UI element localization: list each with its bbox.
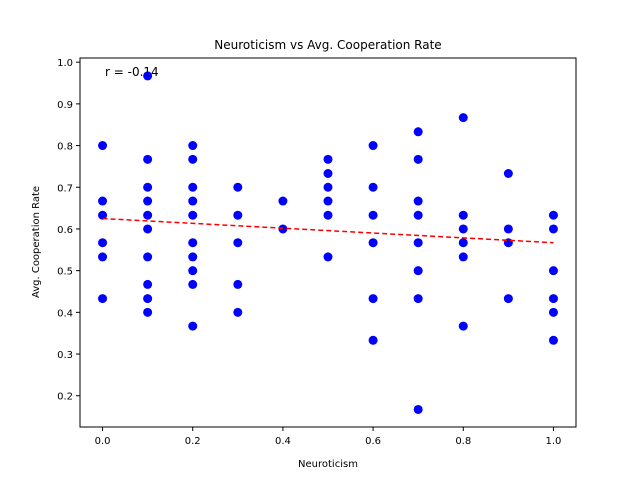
- data-point: [143, 182, 153, 192]
- correlation-annotation: r = -0.14: [105, 65, 159, 79]
- data-point: [368, 335, 378, 345]
- y-tick-label: 0.9: [57, 100, 73, 111]
- data-point: [548, 335, 558, 345]
- data-point: [143, 154, 153, 164]
- y-tick-label: 0.8: [57, 142, 73, 153]
- x-tick-label: 0.4: [275, 436, 291, 447]
- data-point: [413, 127, 423, 137]
- plot-frame: [79, 57, 577, 428]
- data-point: [233, 279, 243, 289]
- data-point: [368, 238, 378, 248]
- data-point: [188, 141, 198, 151]
- data-point: [233, 238, 243, 248]
- data-point: [458, 224, 468, 234]
- y-tick-label: 0.4: [57, 308, 73, 319]
- data-point: [413, 266, 423, 276]
- data-point: [143, 196, 153, 206]
- data-point: [548, 294, 558, 304]
- x-tick-label: 0.0: [95, 436, 111, 447]
- data-point: [458, 210, 468, 220]
- data-point: [368, 182, 378, 192]
- data-point: [143, 71, 153, 81]
- chart-marks: [98, 71, 558, 414]
- data-point: [413, 196, 423, 206]
- trend-line: [102, 217, 554, 244]
- data-point: [188, 210, 198, 220]
- data-point: [503, 168, 513, 178]
- data-point: [413, 154, 423, 164]
- data-point: [413, 294, 423, 304]
- data-point: [98, 252, 108, 262]
- data-point: [143, 210, 153, 220]
- data-point: [413, 210, 423, 220]
- data-point: [458, 321, 468, 331]
- data-point: [413, 238, 423, 248]
- data-point: [323, 210, 333, 220]
- data-point: [188, 252, 198, 262]
- data-point: [458, 113, 468, 123]
- x-tick-label: 0.8: [455, 436, 471, 447]
- data-point: [503, 224, 513, 234]
- data-point: [323, 168, 333, 178]
- data-point: [188, 266, 198, 276]
- data-point: [143, 252, 153, 262]
- data-point: [188, 279, 198, 289]
- data-point: [503, 294, 513, 304]
- data-point: [143, 294, 153, 304]
- data-point: [188, 321, 198, 331]
- y-tick-label: 0.3: [57, 350, 73, 361]
- y-tick-label: 0.5: [57, 267, 73, 278]
- x-axis: 0.0 0.2 0.4 0.6 0.8 1.0: [95, 427, 562, 447]
- data-point: [188, 154, 198, 164]
- data-point: [188, 238, 198, 248]
- data-point: [323, 196, 333, 206]
- data-point: [143, 224, 153, 234]
- data-point: [233, 182, 243, 192]
- data-point: [323, 154, 333, 164]
- y-tick-label: 0.2: [57, 392, 73, 403]
- data-point: [98, 294, 108, 304]
- y-axis-label: Avg. Cooperation Rate: [31, 186, 42, 298]
- data-point: [143, 307, 153, 317]
- chart-title: Neuroticism vs Avg. Cooperation Rate: [214, 38, 441, 52]
- data-point: [413, 404, 423, 414]
- data-point: [368, 294, 378, 304]
- data-point: [98, 210, 108, 220]
- x-tick-label: 0.2: [185, 436, 201, 447]
- data-point: [548, 210, 558, 220]
- x-tick-label: 0.6: [365, 436, 381, 447]
- data-point: [233, 307, 243, 317]
- data-point: [458, 252, 468, 262]
- data-point: [98, 196, 108, 206]
- data-point: [188, 196, 198, 206]
- data-point: [233, 210, 243, 220]
- data-point: [548, 307, 558, 317]
- data-point: [98, 141, 108, 151]
- data-point: [188, 182, 198, 192]
- y-tick-label: 0.7: [57, 183, 73, 194]
- data-point: [368, 210, 378, 220]
- data-point: [368, 141, 378, 151]
- data-point: [98, 238, 108, 248]
- x-tick-label: 1.0: [546, 436, 562, 447]
- y-tick-label: 0.6: [57, 225, 73, 236]
- data-point: [323, 182, 333, 192]
- data-point: [323, 252, 333, 262]
- y-axis: 0.2 0.3 0.4 0.5 0.6 0.7 0.8 0.9 1.0: [57, 58, 80, 403]
- data-point: [278, 196, 288, 206]
- data-point: [143, 279, 153, 289]
- data-point: [548, 266, 558, 276]
- x-axis-label: Neuroticism: [298, 459, 358, 470]
- data-point: [458, 238, 468, 248]
- data-point: [548, 224, 558, 234]
- y-tick-label: 1.0: [57, 58, 73, 69]
